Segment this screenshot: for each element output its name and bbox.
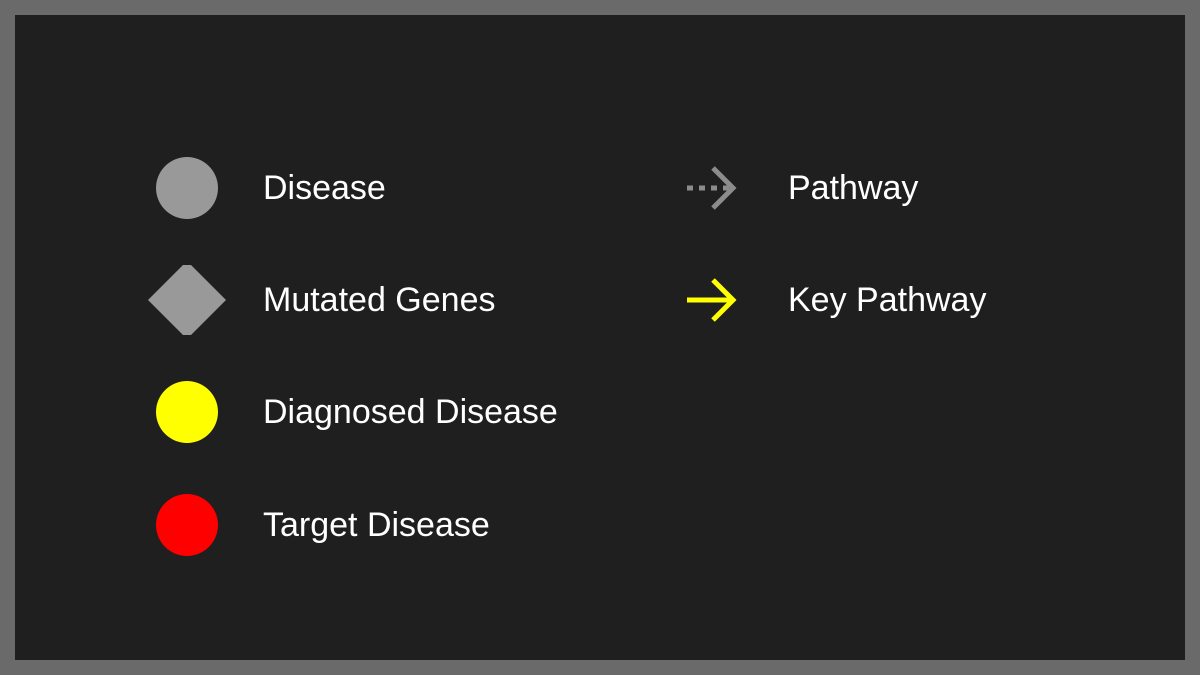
legend-item-key-pathway: Key Pathway bbox=[677, 265, 1097, 335]
legend-label-pathway: Pathway bbox=[788, 169, 919, 207]
pathway-dotted-arrow-icon bbox=[677, 153, 757, 223]
diagnosed-disease-circle-icon bbox=[147, 377, 227, 447]
legend-label-mutated-genes: Mutated Genes bbox=[263, 281, 496, 319]
legend-item-disease: Disease bbox=[147, 153, 567, 223]
legend-panel: Disease Mutated Genes Diagnosed Disease … bbox=[15, 15, 1185, 660]
legend-label-key-pathway: Key Pathway bbox=[788, 281, 987, 319]
legend-label-disease: Disease bbox=[263, 169, 386, 207]
mutated-genes-diamond-icon bbox=[147, 265, 227, 335]
disease-circle-icon bbox=[147, 153, 227, 223]
legend-item-pathway: Pathway bbox=[677, 153, 1097, 223]
legend-item-target-disease: Target Disease bbox=[147, 490, 567, 560]
legend-item-diagnosed-disease: Diagnosed Disease bbox=[147, 377, 627, 447]
key-pathway-arrow-icon bbox=[677, 265, 757, 335]
target-disease-circle-icon bbox=[147, 490, 227, 560]
legend-label-target-disease: Target Disease bbox=[263, 506, 490, 544]
legend-label-diagnosed-disease: Diagnosed Disease bbox=[263, 393, 558, 431]
legend-item-mutated-genes: Mutated Genes bbox=[147, 265, 567, 335]
